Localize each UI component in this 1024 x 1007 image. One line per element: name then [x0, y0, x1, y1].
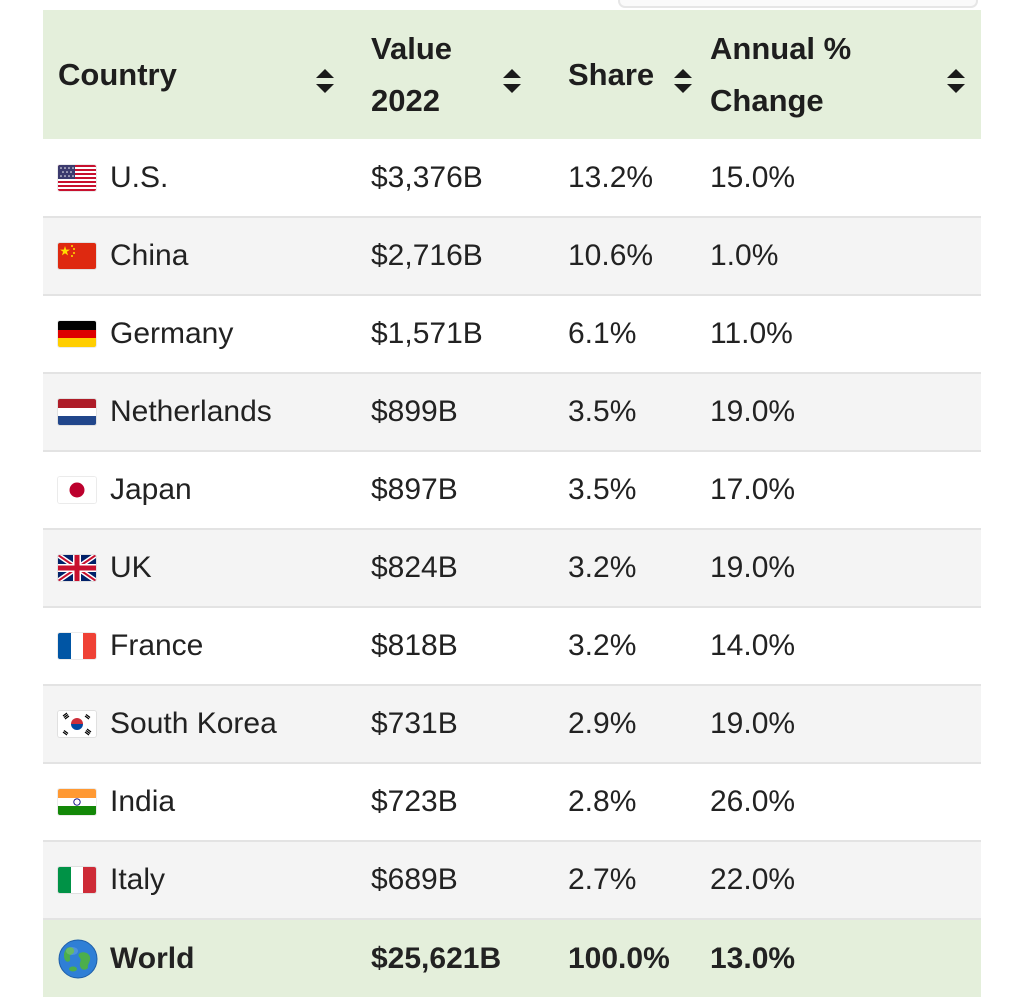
share-cell: 6.1%: [568, 317, 637, 350]
change-cell: 19.0%: [710, 707, 796, 740]
country-name: South Korea: [110, 707, 277, 740]
table-row: Netherlands $899B 3.5% 19.0%: [43, 373, 981, 451]
germany-flag-icon: [58, 321, 96, 347]
share-cell: 100.0%: [568, 941, 670, 975]
sort-icon[interactable]: [945, 60, 967, 93]
value-cell: $2,716B: [371, 239, 483, 272]
top-search-bar-edge: [618, 0, 978, 8]
value-cell: $689B: [371, 863, 458, 896]
header-annual-change[interactable]: Annual % Change: [695, 10, 981, 139]
change-cell: 19.0%: [710, 395, 796, 428]
change-cell: 17.0%: [710, 473, 796, 506]
netherlands-flag-icon: [58, 399, 96, 425]
share-cell: 13.2%: [568, 160, 654, 194]
value-cell: $899B: [371, 395, 458, 428]
value-cell: $3,376B: [371, 160, 483, 194]
value-cell: $723B: [371, 785, 458, 818]
table-row: UK $824B 3.2% 19.0%: [43, 529, 981, 607]
table-row: Japan $897B 3.5% 17.0%: [43, 451, 981, 529]
country-name: France: [110, 629, 204, 662]
change-cell: 14.0%: [710, 629, 796, 662]
sort-icon[interactable]: [672, 60, 694, 93]
header-value[interactable]: Value 2022: [356, 10, 553, 139]
change-cell: 26.0%: [710, 785, 796, 818]
country-name: Japan: [110, 473, 192, 506]
share-cell: 3.5%: [568, 473, 637, 506]
change-cell: 15.0%: [710, 160, 796, 194]
header-country[interactable]: Country: [43, 10, 356, 139]
table-row: India $723B 2.8% 26.0%: [43, 763, 981, 841]
table-row: China $2,716B 10.6% 1.0%: [43, 217, 981, 295]
share-cell: 3.2%: [568, 629, 637, 662]
share-cell: 10.6%: [568, 239, 654, 272]
value-cell: $818B: [371, 629, 458, 662]
south-korea-flag-icon: [58, 711, 96, 737]
change-cell: 11.0%: [710, 317, 793, 350]
value-cell: $897B: [371, 473, 458, 506]
table-header-row: Country Value 2022 Share Annual % Change: [43, 10, 981, 139]
value-cell: $1,571B: [371, 317, 483, 350]
header-value-label: Value: [371, 30, 452, 66]
country-name: India: [110, 785, 176, 818]
country-name: Germany: [110, 317, 234, 350]
italy-flag-icon: [58, 867, 96, 893]
header-change-label: Annual %: [710, 30, 852, 66]
imports-table: Country Value 2022 Share Annual % Change U…: [43, 10, 981, 997]
country-name: UK: [110, 551, 152, 584]
header-share[interactable]: Share: [553, 10, 695, 139]
country-name: U.S.: [110, 160, 169, 194]
value-cell: $731B: [371, 707, 458, 740]
table-row: Italy $689B 2.7% 22.0%: [43, 841, 981, 919]
value-cell: $25,621B: [371, 941, 502, 975]
change-cell: 19.0%: [710, 551, 796, 584]
france-flag-icon: [58, 633, 96, 659]
table-row: Germany $1,571B 6.1% 11.0%: [43, 295, 981, 373]
table-row: South Korea $731B 2.9% 19.0%: [43, 685, 981, 763]
header-share-label: Share: [568, 56, 655, 92]
share-cell: 3.2%: [568, 551, 637, 584]
india-flag-icon: [58, 789, 96, 815]
share-cell: 2.9%: [568, 707, 637, 740]
share-cell: 2.7%: [568, 863, 637, 896]
sort-icon[interactable]: [314, 60, 336, 93]
total-row: World $25,621B 100.0% 13.0%: [43, 919, 981, 997]
share-cell: 3.5%: [568, 395, 637, 428]
header-country-label: Country: [58, 56, 177, 92]
china-flag-icon: [58, 243, 96, 269]
table-row: U.S. $3,376B 13.2% 15.0%: [43, 139, 981, 217]
country-name: World: [110, 941, 195, 975]
table-row: France $818B 3.2% 14.0%: [43, 607, 981, 685]
share-cell: 2.8%: [568, 785, 637, 818]
change-cell: 1.0%: [710, 239, 779, 272]
change-cell: 13.0%: [710, 941, 796, 975]
uk-flag-icon: [58, 555, 96, 581]
change-cell: 22.0%: [710, 863, 796, 896]
sort-icon[interactable]: [501, 60, 523, 93]
header-change-label-2: Change: [710, 82, 824, 118]
value-cell: $824B: [371, 551, 458, 584]
country-name: Netherlands: [110, 395, 272, 428]
japan-flag-icon: [58, 477, 96, 503]
header-value-year: 2022: [371, 82, 440, 118]
country-name: China: [110, 239, 189, 272]
us-flag-icon: [58, 164, 96, 191]
globe-icon: [58, 939, 98, 979]
country-name: Italy: [110, 863, 166, 896]
